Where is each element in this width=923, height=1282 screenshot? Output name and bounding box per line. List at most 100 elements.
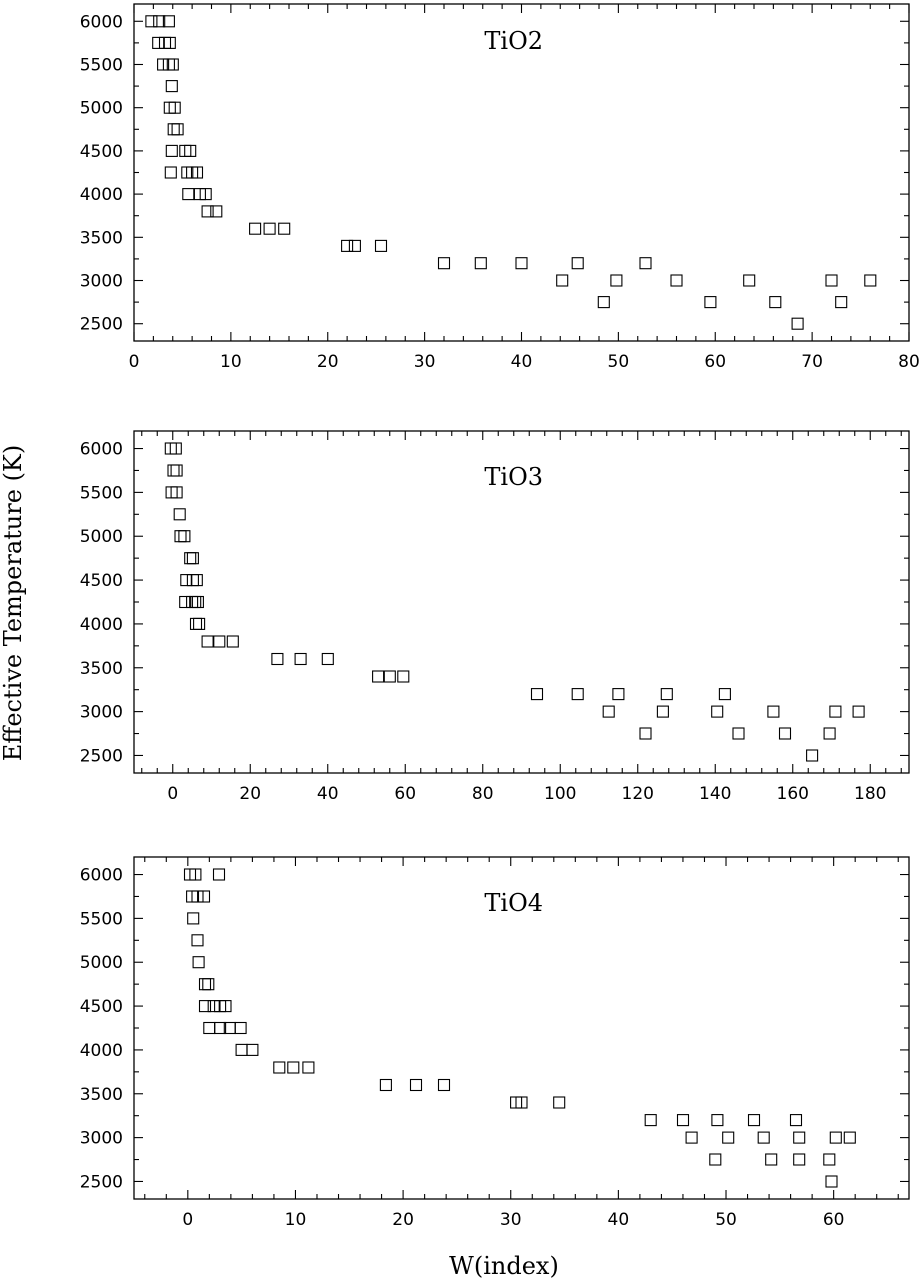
data-point xyxy=(437,1078,451,1092)
data-point xyxy=(263,222,276,235)
y-tick-label: 2500 xyxy=(80,315,123,335)
x-tick-label: 80 xyxy=(898,352,920,372)
x-tick-label: 60 xyxy=(823,1210,845,1230)
x-tick-label: 50 xyxy=(715,1210,737,1230)
panel-label: TiO2 xyxy=(484,27,543,55)
data-point xyxy=(639,727,652,740)
data-point xyxy=(235,1043,248,1056)
y-tick-label: 6000 xyxy=(80,440,123,460)
data-point xyxy=(158,36,172,49)
data-point xyxy=(153,15,166,28)
data-point xyxy=(793,1131,806,1144)
data-point xyxy=(186,166,199,179)
x-tick-label: 120 xyxy=(622,784,654,804)
y-tick-label: 4500 xyxy=(80,142,123,162)
data-point xyxy=(203,1021,216,1035)
x-tick-label: 60 xyxy=(704,352,726,372)
data-point xyxy=(670,274,683,287)
data-point xyxy=(193,617,206,630)
data-point xyxy=(213,635,226,648)
data-point xyxy=(192,956,205,969)
data-point xyxy=(711,1114,724,1127)
y-axis-title: Effective Temperature (K) xyxy=(0,445,27,761)
x-tick-label: 30 xyxy=(500,1210,522,1230)
data-point xyxy=(656,705,669,718)
panel-tio3: 2500 3000 3500 4000 4500 5000 5500 6000 0 20 40 60 8… xyxy=(80,430,910,804)
x-tick-label: 140 xyxy=(699,784,731,804)
data-point xyxy=(169,442,182,455)
data-point xyxy=(397,670,410,683)
y-tick-label: 3500 xyxy=(80,659,123,679)
x-tick-label: 10 xyxy=(220,352,242,372)
x-tick-label: 20 xyxy=(317,352,339,372)
data-point xyxy=(173,508,186,521)
data-point xyxy=(234,1021,247,1035)
y-tick-label: 4500 xyxy=(80,997,123,1017)
data-point xyxy=(711,705,724,718)
x-tick-label: 80 xyxy=(472,784,494,804)
data-point xyxy=(474,257,487,270)
data-point xyxy=(246,1043,259,1056)
data-point xyxy=(610,274,623,287)
data-point xyxy=(825,274,838,287)
data-point xyxy=(348,239,361,252)
data-point xyxy=(704,296,717,309)
data-point xyxy=(186,574,199,587)
data-point xyxy=(302,1061,315,1074)
data-point xyxy=(170,486,183,499)
data-point xyxy=(184,552,197,565)
y-tick-label: 3500 xyxy=(80,228,123,248)
data-point xyxy=(182,188,195,201)
y-tick-label: 4000 xyxy=(80,1041,123,1061)
data-point xyxy=(383,670,396,683)
data-point xyxy=(278,222,291,235)
panel-label: TiO4 xyxy=(484,889,543,917)
data-point xyxy=(374,239,388,252)
data-point xyxy=(166,58,179,71)
y-tick-label: 5500 xyxy=(80,909,123,929)
data-point xyxy=(191,934,204,947)
data-point xyxy=(718,688,731,701)
y-tick-label: 3500 xyxy=(80,1085,123,1105)
data-point xyxy=(202,978,215,991)
data-point xyxy=(184,144,197,157)
x-tick-label: 50 xyxy=(608,352,630,372)
data-point xyxy=(852,705,865,718)
data-point xyxy=(212,868,226,881)
data-point xyxy=(823,1153,836,1166)
y-tick-label: 4000 xyxy=(80,615,123,635)
y-tick-label: 5500 xyxy=(80,483,123,503)
data-point xyxy=(190,574,203,587)
data-point xyxy=(198,1000,212,1013)
data-point xyxy=(164,166,177,179)
x-tick-label: 70 xyxy=(801,352,823,372)
data-point xyxy=(515,257,528,270)
data-point xyxy=(660,688,673,701)
data-point xyxy=(187,912,200,925)
x-tick-label: 160 xyxy=(777,784,809,804)
x-tick-label: 10 xyxy=(285,1210,307,1230)
data-point xyxy=(769,296,782,309)
data-point xyxy=(287,1061,300,1074)
data-point xyxy=(644,1114,657,1127)
data-point xyxy=(843,1131,856,1144)
data-point xyxy=(372,670,385,683)
data-point xyxy=(191,595,204,609)
x-tick-label: 30 xyxy=(414,352,436,372)
data-point xyxy=(409,1078,423,1092)
data-point xyxy=(791,317,804,330)
data-point xyxy=(174,530,187,543)
y-tick-label: 2500 xyxy=(80,1172,123,1192)
data-point xyxy=(571,257,584,270)
data-point xyxy=(639,257,652,270)
data-point xyxy=(186,552,199,565)
data-point xyxy=(249,222,262,235)
data-point xyxy=(806,749,819,762)
data-point xyxy=(823,727,836,740)
y-tick-label: 5000 xyxy=(80,99,123,119)
data-point xyxy=(198,978,212,991)
data-point xyxy=(145,15,158,28)
y-tick-label: 6000 xyxy=(80,866,123,886)
data-point xyxy=(189,595,202,609)
